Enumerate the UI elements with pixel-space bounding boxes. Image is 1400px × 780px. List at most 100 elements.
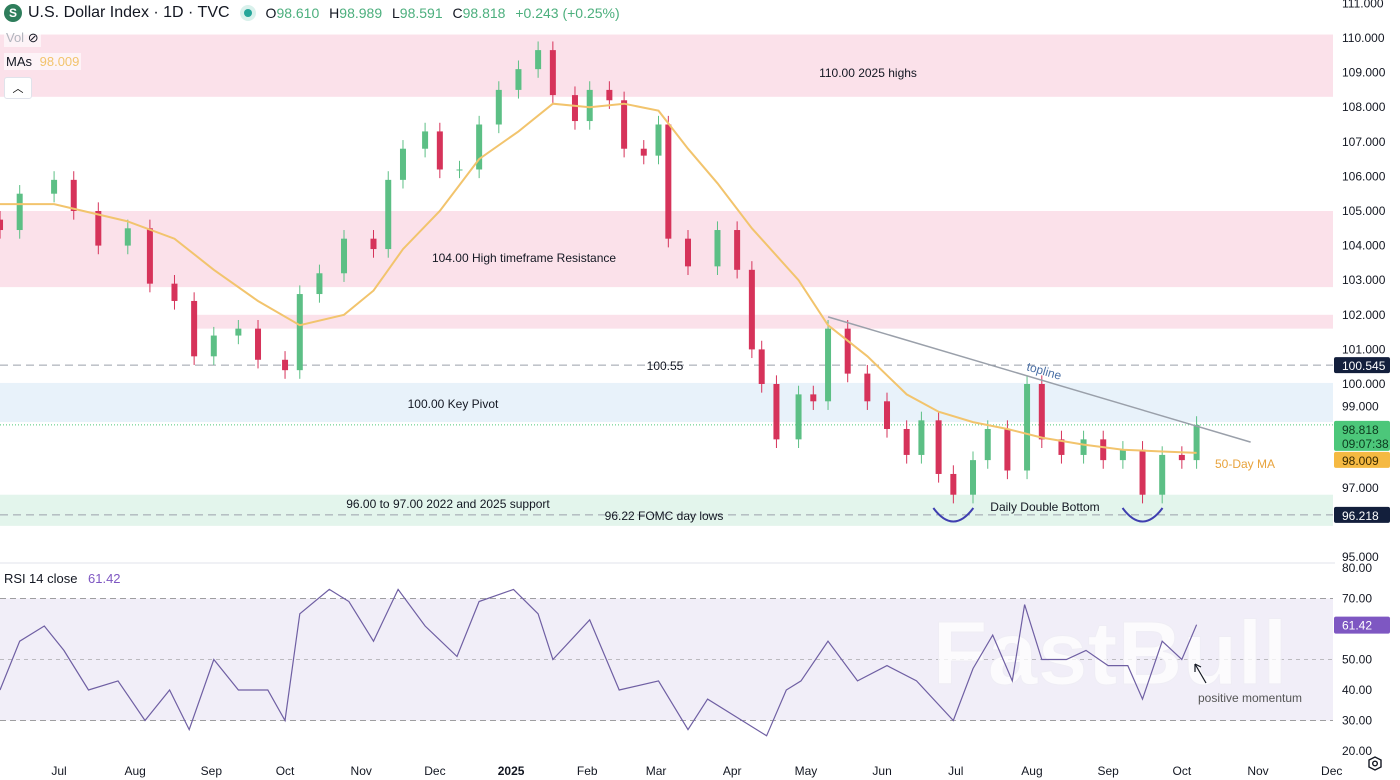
time-tick: Sep bbox=[1097, 764, 1119, 778]
candle bbox=[515, 69, 522, 90]
candle bbox=[748, 269, 755, 350]
last-price-badge-text: 98.818 bbox=[1342, 423, 1379, 437]
rsi-legend-label: RSI bbox=[4, 571, 26, 586]
rsi-line bbox=[0, 588, 1198, 737]
time-tick: Dec bbox=[424, 764, 445, 778]
candle bbox=[586, 89, 593, 122]
rsi-tick: 80.00 bbox=[1342, 561, 1372, 575]
price-axis[interactable]: 111.000 110.000 109.000 108.000 107.000 106.0… bbox=[1342, 0, 1386, 564]
volume-legend[interactable]: Vol ⊘ bbox=[4, 29, 41, 47]
price-tick: 99.000 bbox=[1342, 400, 1379, 414]
zone-label-support: 96.00 to 97.00 2022 and 2025 support bbox=[346, 497, 550, 511]
topline-trendline bbox=[827, 316, 1251, 443]
time-tick: 2025 bbox=[498, 764, 525, 778]
eye-off-icon[interactable]: ⊘ bbox=[27, 30, 39, 45]
price-tick: 103.000 bbox=[1342, 273, 1386, 287]
double-bottom-arcs bbox=[932, 507, 1164, 523]
candle bbox=[95, 211, 102, 246]
candle bbox=[436, 131, 443, 170]
low-label: L bbox=[392, 5, 400, 21]
zone-label-pivot: 100.00 Key Pivot bbox=[408, 397, 499, 411]
candle bbox=[70, 179, 77, 211]
candle bbox=[535, 50, 542, 70]
candle bbox=[0, 219, 4, 231]
rsi-tick: 20.00 bbox=[1342, 744, 1372, 758]
candle bbox=[495, 89, 502, 125]
candle bbox=[918, 420, 925, 455]
zone-label-resistance: 104.00 High timeframe Resistance bbox=[432, 251, 616, 265]
price-tick: 102.000 bbox=[1342, 308, 1386, 322]
double-bottom-arc bbox=[932, 507, 975, 523]
vol-label: Vol bbox=[6, 30, 25, 45]
candle bbox=[571, 95, 578, 122]
time-tick: Sep bbox=[201, 764, 223, 778]
candle bbox=[1159, 454, 1166, 495]
mas-value: 98.009 bbox=[39, 54, 80, 69]
candle bbox=[1080, 439, 1087, 455]
candle bbox=[950, 473, 957, 495]
ma-badge-text: 98.009 bbox=[1342, 454, 1379, 468]
candle bbox=[255, 328, 262, 360]
rsi-tick: 50.00 bbox=[1342, 653, 1372, 667]
candle bbox=[370, 238, 377, 250]
candle bbox=[1058, 439, 1065, 455]
level-badge bbox=[1334, 506, 1390, 523]
candle bbox=[456, 169, 463, 171]
settings-icon[interactable] bbox=[1368, 756, 1382, 771]
zone-label-highs: 110.00 2025 highs bbox=[819, 66, 917, 80]
chevron-up-icon: ︿ bbox=[12, 83, 24, 95]
candle bbox=[1038, 384, 1045, 440]
candle bbox=[844, 328, 851, 374]
candle bbox=[734, 230, 741, 270]
candle bbox=[399, 148, 406, 180]
price-tick: 108.000 bbox=[1342, 100, 1386, 114]
last-price-badge-text: 09:07:38 bbox=[1342, 437, 1389, 451]
rsi-tick: 40.00 bbox=[1342, 683, 1372, 697]
time-tick: Jul bbox=[51, 764, 66, 778]
time-axis[interactable]: Jul Aug Sep Oct Nov Dec 2025 Feb Mar Apr May Jun Jul… bbox=[51, 764, 1342, 778]
candle bbox=[984, 428, 991, 461]
collapse-legend-button[interactable]: ︿ bbox=[4, 77, 32, 99]
time-tick: Oct bbox=[276, 764, 295, 778]
candle bbox=[16, 193, 23, 231]
candle bbox=[810, 394, 817, 402]
candle bbox=[124, 228, 131, 246]
mas-label: MAs bbox=[6, 54, 32, 69]
close-value: 98.818 bbox=[462, 5, 506, 21]
price-tick: 109.000 bbox=[1342, 66, 1386, 80]
candle bbox=[1178, 454, 1185, 461]
high-label: H bbox=[329, 5, 340, 21]
candle bbox=[758, 349, 765, 384]
candle bbox=[1024, 384, 1031, 471]
candle bbox=[210, 335, 217, 357]
levels-layer bbox=[0, 364, 1333, 516]
price-tick: 107.000 bbox=[1342, 135, 1386, 149]
zone-pivot bbox=[0, 382, 1333, 423]
time-tick: Mar bbox=[646, 764, 667, 778]
rsi-pane bbox=[0, 598, 1333, 721]
price-tick: 105.000 bbox=[1342, 204, 1386, 218]
candle bbox=[549, 50, 556, 96]
level-badge bbox=[1334, 357, 1390, 374]
symbol-logo: S bbox=[4, 4, 22, 22]
candle bbox=[171, 283, 178, 301]
level-badge-text: 96.218 bbox=[1342, 509, 1379, 523]
rsi-badge-text: 61.42 bbox=[1342, 619, 1372, 633]
candle bbox=[621, 100, 628, 149]
candle bbox=[884, 401, 891, 429]
candle bbox=[970, 460, 977, 495]
symbol-title[interactable]: U.S. Dollar Index · 1D · TVC bbox=[28, 4, 230, 21]
rsi-axis[interactable]: 80.00 70.00 50.00 40.00 30.00 20.00 bbox=[1342, 561, 1372, 758]
open-value: 98.610 bbox=[276, 5, 320, 21]
candle bbox=[235, 328, 242, 336]
price-tick: 106.000 bbox=[1342, 169, 1386, 183]
candle bbox=[864, 373, 871, 402]
candle bbox=[1139, 449, 1146, 495]
double-bottom-label: Daily Double Bottom bbox=[990, 500, 1099, 514]
zones-layer bbox=[0, 34, 1333, 526]
time-tick: Aug bbox=[124, 764, 145, 778]
candle bbox=[422, 131, 429, 149]
zone-resistance bbox=[0, 34, 1333, 97]
ma-legend[interactable]: MAs 98.009 bbox=[4, 53, 82, 70]
